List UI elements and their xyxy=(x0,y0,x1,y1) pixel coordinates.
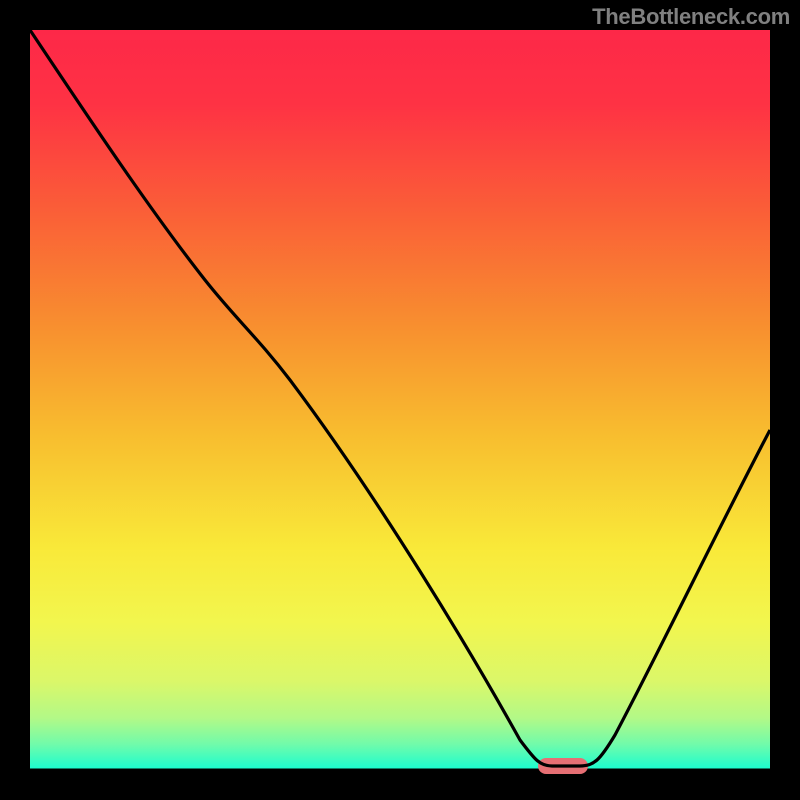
chart-container: TheBottleneck.com xyxy=(0,0,800,800)
chart-svg xyxy=(0,0,800,800)
plot-gradient-background xyxy=(30,30,770,770)
watermark-text: TheBottleneck.com xyxy=(592,4,790,30)
